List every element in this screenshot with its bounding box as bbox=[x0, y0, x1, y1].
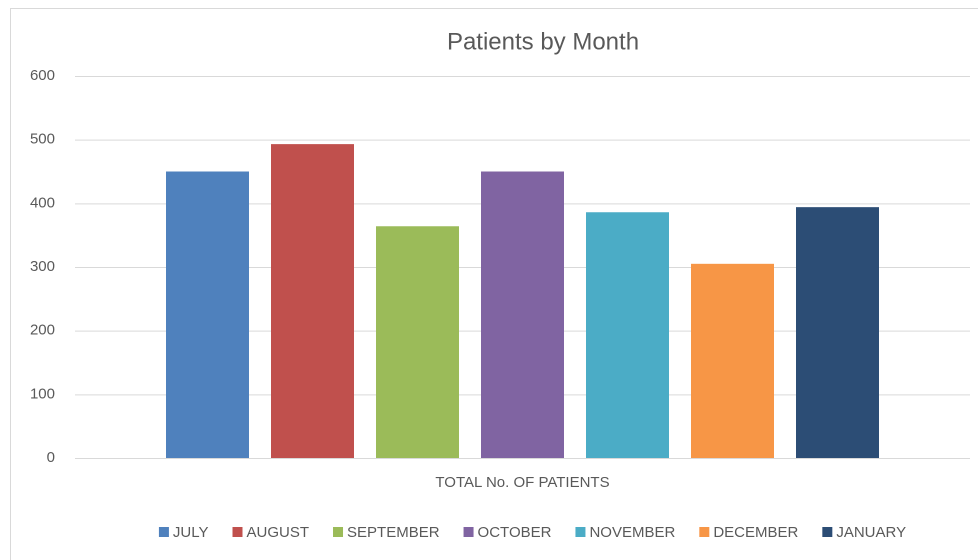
y-tick-label: 500 bbox=[30, 131, 55, 148]
legend-swatch bbox=[463, 527, 474, 537]
y-tick-label: 300 bbox=[30, 258, 55, 275]
legend-label: DECEMBER bbox=[713, 524, 798, 541]
bar bbox=[586, 212, 669, 458]
legend-label: JULY bbox=[173, 524, 209, 541]
chart-title: Patients by Month bbox=[447, 28, 639, 55]
legend-label: OCTOBER bbox=[478, 524, 552, 541]
bar bbox=[691, 263, 774, 458]
bar bbox=[796, 207, 879, 458]
legend-label: JANUARY bbox=[836, 524, 906, 541]
legend-swatch bbox=[232, 527, 243, 537]
bar bbox=[166, 171, 249, 458]
legend-swatch bbox=[158, 527, 169, 537]
x-tick-label: TOTAL No. OF PATIENTS bbox=[435, 474, 609, 491]
y-tick-label: 600 bbox=[30, 67, 55, 84]
legend-label: SEPTEMBER bbox=[347, 524, 440, 541]
y-tick-label: 200 bbox=[30, 322, 55, 339]
y-tick-label: 400 bbox=[30, 194, 55, 211]
legend-label: AUGUST bbox=[247, 524, 310, 541]
bar bbox=[481, 171, 564, 458]
bar bbox=[376, 226, 459, 458]
legend-label: NOVEMBER bbox=[589, 524, 675, 541]
bar bbox=[271, 144, 354, 458]
legend-swatch bbox=[333, 527, 344, 537]
legend-swatch bbox=[699, 527, 710, 537]
legend-swatch bbox=[575, 527, 586, 537]
y-tick-label: 100 bbox=[30, 385, 55, 402]
y-tick-label: 0 bbox=[47, 449, 55, 466]
legend-swatch bbox=[822, 527, 833, 537]
